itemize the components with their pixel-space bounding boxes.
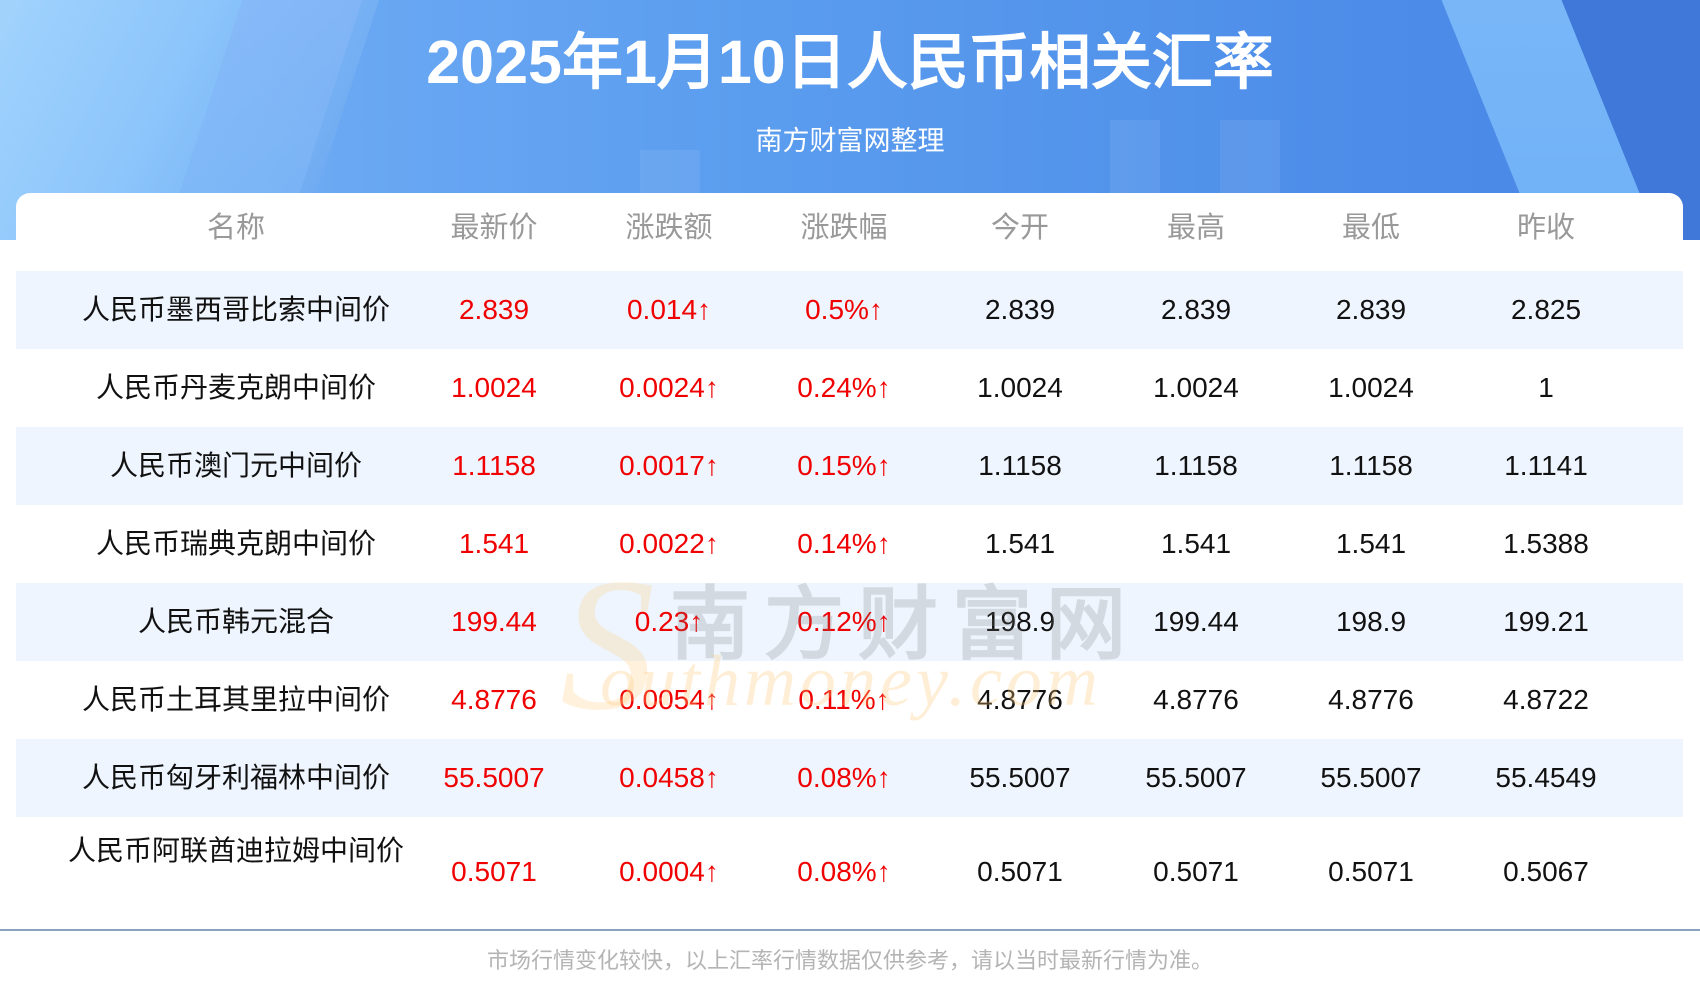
table-row: 人民币墨西哥比索中间价 2.839 0.014↑ 0.5%↑ 2.839 2.8… — [16, 271, 1683, 349]
latest-price: 4.8776 — [451, 684, 537, 715]
footer-divider — [0, 929, 1700, 931]
footer-disclaimer: 市场行情变化较快，以上汇率行情数据仅供参考，请以当时最新行情为准。 — [486, 948, 1213, 973]
latest-price: 55.5007 — [443, 762, 545, 793]
table-row: 人民币韩元混合 199.44 0.23↑ 0.12%↑ 198.9 199.44… — [16, 583, 1683, 661]
open-price: 1.0024 — [977, 372, 1063, 403]
currency-name: 人民币丹麦克朗中间价 — [95, 372, 377, 403]
change-amount: 0.0458↑ — [619, 762, 719, 793]
table-row: 人民币匈牙利福林中间价 55.5007 0.0458↑ 0.08%↑ 55.50… — [16, 739, 1683, 817]
prev-close: 0.5067 — [1503, 856, 1589, 887]
currency-name: 人民币墨西哥比索中间价 — [81, 294, 391, 325]
change-amount: 0.0022↑ — [619, 528, 719, 559]
latest-price: 1.541 — [458, 528, 530, 559]
table-row: 人民币澳门元中间价 1.1158 0.0017↑ 0.15%↑ 1.1158 1… — [16, 427, 1683, 505]
high-price: 2.839 — [1160, 294, 1232, 325]
column-header-change-pct: 涨跌幅 — [800, 212, 888, 244]
change-amount: 0.0024↑ — [619, 372, 719, 403]
change-percent: 0.08%↑ — [797, 856, 891, 887]
open-price: 1.541 — [984, 528, 1056, 559]
change-percent: 0.15%↑ — [797, 450, 891, 481]
change-percent: 0.11%↑ — [798, 684, 890, 715]
column-header-low: 最低 — [1341, 212, 1401, 244]
high-price: 55.5007 — [1145, 762, 1247, 793]
currency-name: 人民币土耳其里拉中间价 — [81, 684, 391, 715]
high-price: 1.0024 — [1153, 372, 1239, 403]
low-price: 1.0024 — [1328, 372, 1414, 403]
open-price: 198.9 — [984, 606, 1056, 637]
change-percent: 0.12%↑ — [797, 606, 891, 637]
change-percent: 0.5%↑ — [805, 294, 883, 325]
prev-close: 1.5388 — [1503, 528, 1589, 559]
change-percent: 0.14%↑ — [797, 528, 891, 559]
high-price: 0.5071 — [1153, 856, 1239, 887]
high-price: 1.1158 — [1154, 450, 1238, 481]
low-price: 0.5071 — [1328, 856, 1414, 887]
currency-name: 人民币韩元混合 — [137, 606, 335, 637]
prev-close: 4.8722 — [1503, 684, 1589, 715]
high-price: 4.8776 — [1153, 684, 1239, 715]
change-percent: 0.24%↑ — [797, 372, 891, 403]
change-amount: 0.0017↑ — [619, 450, 719, 481]
latest-price: 199.44 — [451, 606, 537, 637]
low-price: 4.8776 — [1328, 684, 1414, 715]
latest-price: 2.839 — [458, 294, 530, 325]
table-row: 人民币丹麦克朗中间价 1.0024 0.0024↑ 0.24%↑ 1.0024 … — [16, 349, 1683, 427]
page-title: 2025年1月10日人民币相关汇率 — [426, 28, 1274, 96]
prev-close: 199.21 — [1503, 606, 1589, 637]
change-amount: 0.0054↑ — [619, 684, 719, 715]
column-header-name: 名称 — [206, 212, 266, 244]
open-price: 4.8776 — [977, 684, 1063, 715]
low-price: 1.1158 — [1329, 450, 1413, 481]
low-price: 198.9 — [1335, 606, 1407, 637]
column-header-latest: 最新价 — [450, 212, 538, 244]
low-price: 2.839 — [1335, 294, 1407, 325]
latest-price: 1.1158 — [452, 450, 536, 481]
column-header-high: 最高 — [1166, 212, 1226, 244]
prev-close: 55.4549 — [1495, 762, 1597, 793]
change-percent: 0.08%↑ — [797, 762, 891, 793]
currency-name: 人民币瑞典克朗中间价 — [95, 528, 377, 559]
page-subtitle: 南方财富网整理 — [755, 126, 945, 156]
currency-name: 人民币匈牙利福林中间价 — [81, 762, 391, 793]
latest-price: 0.5071 — [451, 856, 537, 887]
currency-name: 人民币阿联酋迪拉姆中间价 — [67, 835, 404, 866]
table-header: 名称 最新价 涨跌额 涨跌幅 今开 最高 最低 昨收 — [16, 200, 1683, 256]
prev-close: 1.1141 — [1504, 450, 1588, 481]
low-price: 55.5007 — [1320, 762, 1422, 793]
table-row: 人民币瑞典克朗中间价 1.541 0.0022↑ 0.14%↑ 1.541 1.… — [16, 505, 1683, 583]
change-amount: 0.014↑ — [626, 294, 712, 325]
prev-close: 1 — [1538, 372, 1554, 403]
currency-name: 人民币澳门元中间价 — [109, 450, 363, 481]
column-header-change: 涨跌额 — [625, 212, 713, 244]
open-price: 2.839 — [984, 294, 1056, 325]
open-price: 0.5071 — [977, 856, 1063, 887]
table-row: 人民币阿联酋迪拉姆中间价 0.5071 0.0004↑ 0.08%↑ 0.507… — [16, 817, 1683, 928]
latest-price: 1.0024 — [451, 372, 537, 403]
high-price: 199.44 — [1153, 606, 1239, 637]
column-header-prev-close: 昨收 — [1516, 212, 1576, 244]
low-price: 1.541 — [1335, 528, 1407, 559]
open-price: 1.1158 — [978, 450, 1062, 481]
prev-close: 2.825 — [1510, 294, 1582, 325]
column-header-open: 今开 — [990, 212, 1050, 244]
high-price: 1.541 — [1160, 528, 1232, 559]
open-price: 55.5007 — [969, 762, 1071, 793]
change-amount: 0.23↑ — [634, 606, 704, 637]
change-amount: 0.0004↑ — [619, 856, 719, 887]
table-row: 人民币土耳其里拉中间价 4.8776 0.0054↑ 0.11%↑ 4.8776… — [16, 661, 1683, 739]
